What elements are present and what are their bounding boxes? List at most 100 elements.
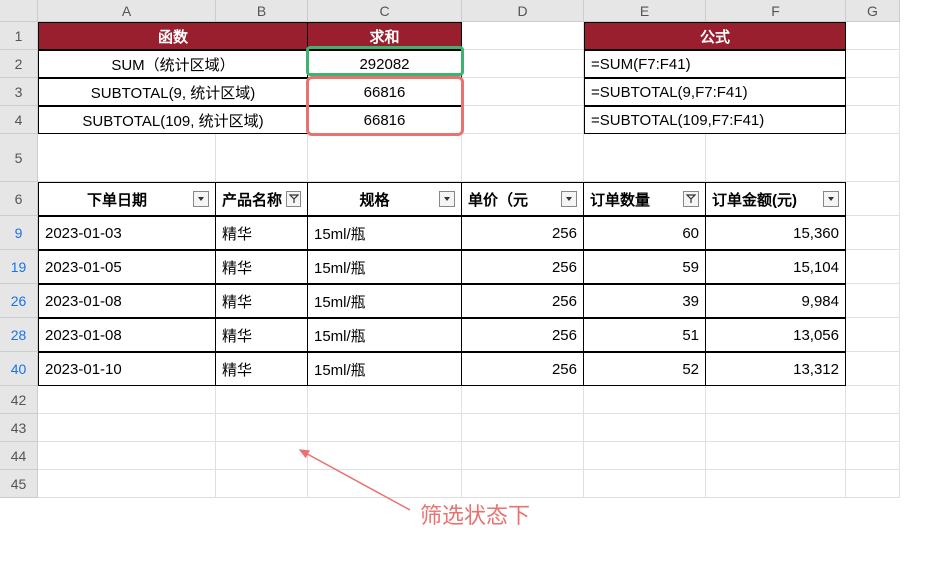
cell-empty[interactable] — [584, 134, 706, 182]
cell-empty[interactable] — [462, 470, 584, 498]
column-header-G[interactable]: G — [846, 0, 900, 22]
column-header-C[interactable]: C — [308, 0, 462, 22]
table-header-date[interactable]: 下单日期 — [38, 182, 216, 216]
cell-empty[interactable] — [846, 318, 900, 352]
table-cell[interactable]: 39 — [584, 284, 706, 318]
table-header-product[interactable]: 产品名称 — [216, 182, 308, 216]
filter-dropdown-icon[interactable] — [193, 191, 209, 207]
row-header-4[interactable]: 4 — [0, 106, 38, 134]
row-header-26[interactable]: 26 — [0, 284, 38, 318]
cell-empty[interactable] — [584, 442, 706, 470]
table-cell[interactable]: 52 — [584, 352, 706, 386]
cell-empty[interactable] — [38, 414, 216, 442]
row-header-42[interactable]: 42 — [0, 386, 38, 414]
table-cell[interactable]: 精华 — [216, 284, 308, 318]
column-header-B[interactable]: B — [216, 0, 308, 22]
row-header-2[interactable]: 2 — [0, 50, 38, 78]
column-header-A[interactable]: A — [38, 0, 216, 22]
cell-empty[interactable] — [846, 470, 900, 498]
cell-empty[interactable] — [216, 414, 308, 442]
val-cell[interactable]: 66816 — [308, 106, 462, 134]
table-header-amount[interactable]: 订单金额(元) — [706, 182, 846, 216]
filter-dropdown-icon[interactable] — [823, 191, 839, 207]
cell-empty[interactable] — [846, 414, 900, 442]
row-header-40[interactable]: 40 — [0, 352, 38, 386]
row-header-43[interactable]: 43 — [0, 414, 38, 442]
table-cell[interactable]: 15,104 — [706, 250, 846, 284]
cell-empty[interactable] — [706, 134, 846, 182]
cell-empty[interactable] — [308, 470, 462, 498]
row-header-19[interactable]: 19 — [0, 250, 38, 284]
table-cell[interactable]: 2023-01-10 — [38, 352, 216, 386]
cell-empty[interactable] — [216, 134, 308, 182]
cell-empty[interactable] — [308, 134, 462, 182]
cell-empty[interactable] — [462, 134, 584, 182]
table-cell[interactable]: 2023-01-08 — [38, 318, 216, 352]
cell-empty[interactable] — [846, 250, 900, 284]
filter-dropdown-icon[interactable] — [439, 191, 455, 207]
column-header-E[interactable]: E — [584, 0, 706, 22]
formula-cell[interactable]: =SUBTOTAL(9,F7:F41) — [584, 78, 846, 106]
cell-empty[interactable] — [462, 78, 584, 106]
cell-empty[interactable] — [584, 414, 706, 442]
table-cell[interactable]: 2023-01-03 — [38, 216, 216, 250]
cell-empty[interactable] — [308, 442, 462, 470]
table-cell[interactable]: 15ml/瓶 — [308, 352, 462, 386]
cell-empty[interactable] — [846, 216, 900, 250]
cell-empty[interactable] — [462, 106, 584, 134]
row-header-3[interactable]: 3 — [0, 78, 38, 106]
cell-empty[interactable] — [846, 50, 900, 78]
cell-empty[interactable] — [846, 106, 900, 134]
cell-empty[interactable] — [846, 78, 900, 106]
table-cell[interactable]: 9,984 — [706, 284, 846, 318]
cell-empty[interactable] — [216, 470, 308, 498]
table-header-qty[interactable]: 订单数量 — [584, 182, 706, 216]
cell-empty[interactable] — [462, 50, 584, 78]
column-header-D[interactable]: D — [462, 0, 584, 22]
cell-empty[interactable] — [38, 470, 216, 498]
fn-cell[interactable]: SUM（统计区域） — [38, 50, 308, 78]
table-cell[interactable]: 13,312 — [706, 352, 846, 386]
cell-empty[interactable] — [38, 134, 216, 182]
table-cell[interactable]: 60 — [584, 216, 706, 250]
cell-empty[interactable] — [308, 386, 462, 414]
filter-active-icon[interactable] — [286, 191, 301, 207]
row-header-9[interactable]: 9 — [0, 216, 38, 250]
table-cell[interactable]: 精华 — [216, 216, 308, 250]
cell-empty[interactable] — [462, 386, 584, 414]
table-cell[interactable]: 精华 — [216, 352, 308, 386]
fn-cell[interactable]: SUBTOTAL(109, 统计区域) — [38, 106, 308, 134]
cell-empty[interactable] — [462, 22, 584, 50]
cell-empty[interactable] — [462, 442, 584, 470]
cell-empty[interactable] — [846, 352, 900, 386]
filter-dropdown-icon[interactable] — [561, 191, 577, 207]
cell-empty[interactable] — [706, 414, 846, 442]
filter-active-icon[interactable] — [683, 191, 699, 207]
fn-cell[interactable]: SUBTOTAL(9, 统计区域) — [38, 78, 308, 106]
table-cell[interactable]: 51 — [584, 318, 706, 352]
val-cell[interactable]: 66816 — [308, 78, 462, 106]
formula-cell[interactable]: =SUBTOTAL(109,F7:F41) — [584, 106, 846, 134]
cell-empty[interactable] — [706, 442, 846, 470]
cell-empty[interactable] — [38, 442, 216, 470]
table-cell[interactable]: 2023-01-05 — [38, 250, 216, 284]
formula-cell[interactable]: =SUM(F7:F41) — [584, 50, 846, 78]
table-cell[interactable]: 13,056 — [706, 318, 846, 352]
table-cell[interactable]: 256 — [462, 250, 584, 284]
cell-empty[interactable] — [846, 386, 900, 414]
table-cell[interactable]: 256 — [462, 318, 584, 352]
table-header-spec[interactable]: 规格 — [308, 182, 462, 216]
cell-empty[interactable] — [846, 22, 900, 50]
row-header-44[interactable]: 44 — [0, 442, 38, 470]
row-header-5[interactable]: 5 — [0, 134, 38, 182]
cell-empty[interactable] — [846, 284, 900, 318]
column-header-F[interactable]: F — [706, 0, 846, 22]
table-cell[interactable]: 15ml/瓶 — [308, 250, 462, 284]
row-header-45[interactable]: 45 — [0, 470, 38, 498]
cell-empty[interactable] — [584, 386, 706, 414]
table-cell[interactable]: 15ml/瓶 — [308, 284, 462, 318]
cell-empty[interactable] — [846, 134, 900, 182]
cell-empty[interactable] — [216, 442, 308, 470]
cell-empty[interactable] — [462, 414, 584, 442]
table-cell[interactable]: 精华 — [216, 318, 308, 352]
